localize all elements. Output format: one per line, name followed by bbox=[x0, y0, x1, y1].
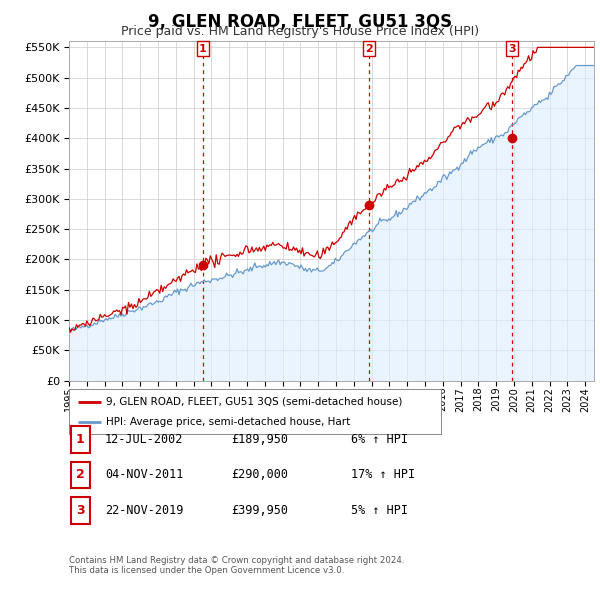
Text: 1: 1 bbox=[199, 44, 207, 54]
Text: Contains HM Land Registry data © Crown copyright and database right 2024.: Contains HM Land Registry data © Crown c… bbox=[69, 556, 404, 565]
Text: £189,950: £189,950 bbox=[231, 433, 288, 446]
Text: 5% ↑ HPI: 5% ↑ HPI bbox=[351, 504, 408, 517]
Text: 17% ↑ HPI: 17% ↑ HPI bbox=[351, 468, 415, 481]
Text: 3: 3 bbox=[508, 44, 516, 54]
Text: 2: 2 bbox=[365, 44, 373, 54]
Text: 1: 1 bbox=[76, 433, 85, 446]
FancyBboxPatch shape bbox=[71, 497, 90, 524]
FancyBboxPatch shape bbox=[71, 426, 90, 453]
Text: 6% ↑ HPI: 6% ↑ HPI bbox=[351, 433, 408, 446]
Text: £399,950: £399,950 bbox=[231, 504, 288, 517]
FancyBboxPatch shape bbox=[71, 461, 90, 489]
Text: 04-NOV-2011: 04-NOV-2011 bbox=[105, 468, 184, 481]
Text: This data is licensed under the Open Government Licence v3.0.: This data is licensed under the Open Gov… bbox=[69, 566, 344, 575]
Text: £290,000: £290,000 bbox=[231, 468, 288, 481]
Text: 9, GLEN ROAD, FLEET, GU51 3QS (semi-detached house): 9, GLEN ROAD, FLEET, GU51 3QS (semi-deta… bbox=[106, 397, 403, 407]
Text: Price paid vs. HM Land Registry's House Price Index (HPI): Price paid vs. HM Land Registry's House … bbox=[121, 25, 479, 38]
Text: 9, GLEN ROAD, FLEET, GU51 3QS: 9, GLEN ROAD, FLEET, GU51 3QS bbox=[148, 13, 452, 31]
Text: 22-NOV-2019: 22-NOV-2019 bbox=[105, 504, 184, 517]
Text: HPI: Average price, semi-detached house, Hart: HPI: Average price, semi-detached house,… bbox=[106, 417, 350, 427]
Text: 12-JUL-2002: 12-JUL-2002 bbox=[105, 433, 184, 446]
Text: 2: 2 bbox=[76, 468, 85, 481]
Text: 3: 3 bbox=[76, 504, 85, 517]
